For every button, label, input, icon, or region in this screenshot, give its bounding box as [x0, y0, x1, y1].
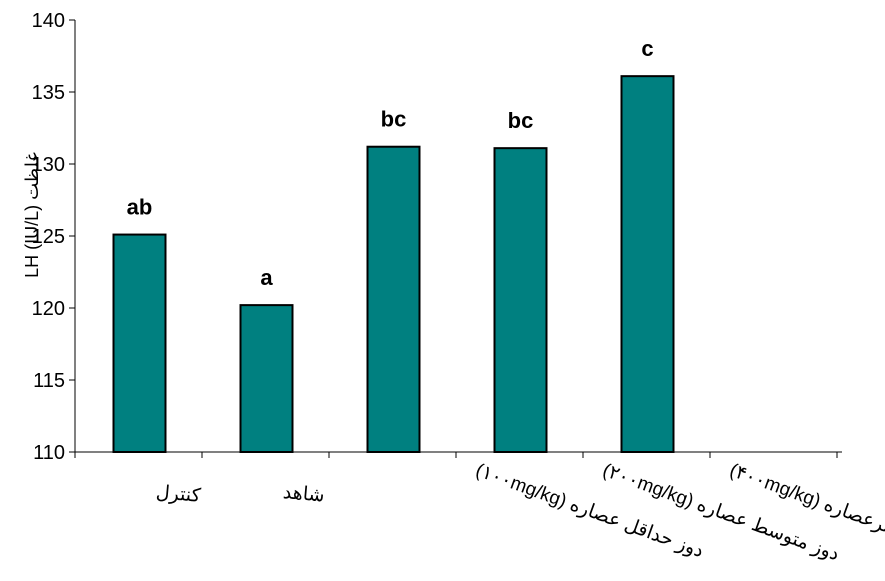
bar [239, 304, 294, 453]
y-tick-label: 125 [32, 226, 65, 248]
y-tick-label: 135 [32, 82, 65, 104]
bar-data-label: ab [127, 195, 153, 220]
category-label: شاهد [282, 482, 325, 507]
bar [493, 147, 548, 453]
bar-data-label: c [641, 36, 653, 61]
category-label: کنترل [155, 482, 202, 507]
bar-data-label: bc [381, 107, 407, 132]
bar [112, 233, 167, 453]
bar-data-label: a [260, 265, 273, 290]
y-tick-label: 120 [32, 298, 65, 320]
category-labels: کنترل شاهد دوز حداقل عصاره (۱۰۰mg/kg)دوز م… [155, 460, 885, 565]
data-labels: ab a bc bc c [127, 36, 654, 290]
bar-data-label: bc [508, 108, 534, 133]
y-tick-label: 110 [33, 442, 65, 464]
category-label: دوز متوسط عصاره (۲۰۰mg/kg) [600, 460, 842, 565]
y-tick-label: 115 [33, 370, 65, 392]
y-tick-label: 130 [32, 154, 65, 176]
y-axis-title: غلظت LH (IU/L) [22, 152, 42, 278]
bar [366, 145, 421, 453]
y-tick-label: 140 [32, 10, 65, 32]
y-axis: 110 115 120 125 130 135 140 [32, 10, 76, 464]
bar [620, 75, 675, 453]
bars [112, 75, 675, 453]
category-label: دوز حداقل عصاره (۱۰۰mg/kg) [473, 460, 707, 562]
x-axis [74, 451, 842, 458]
